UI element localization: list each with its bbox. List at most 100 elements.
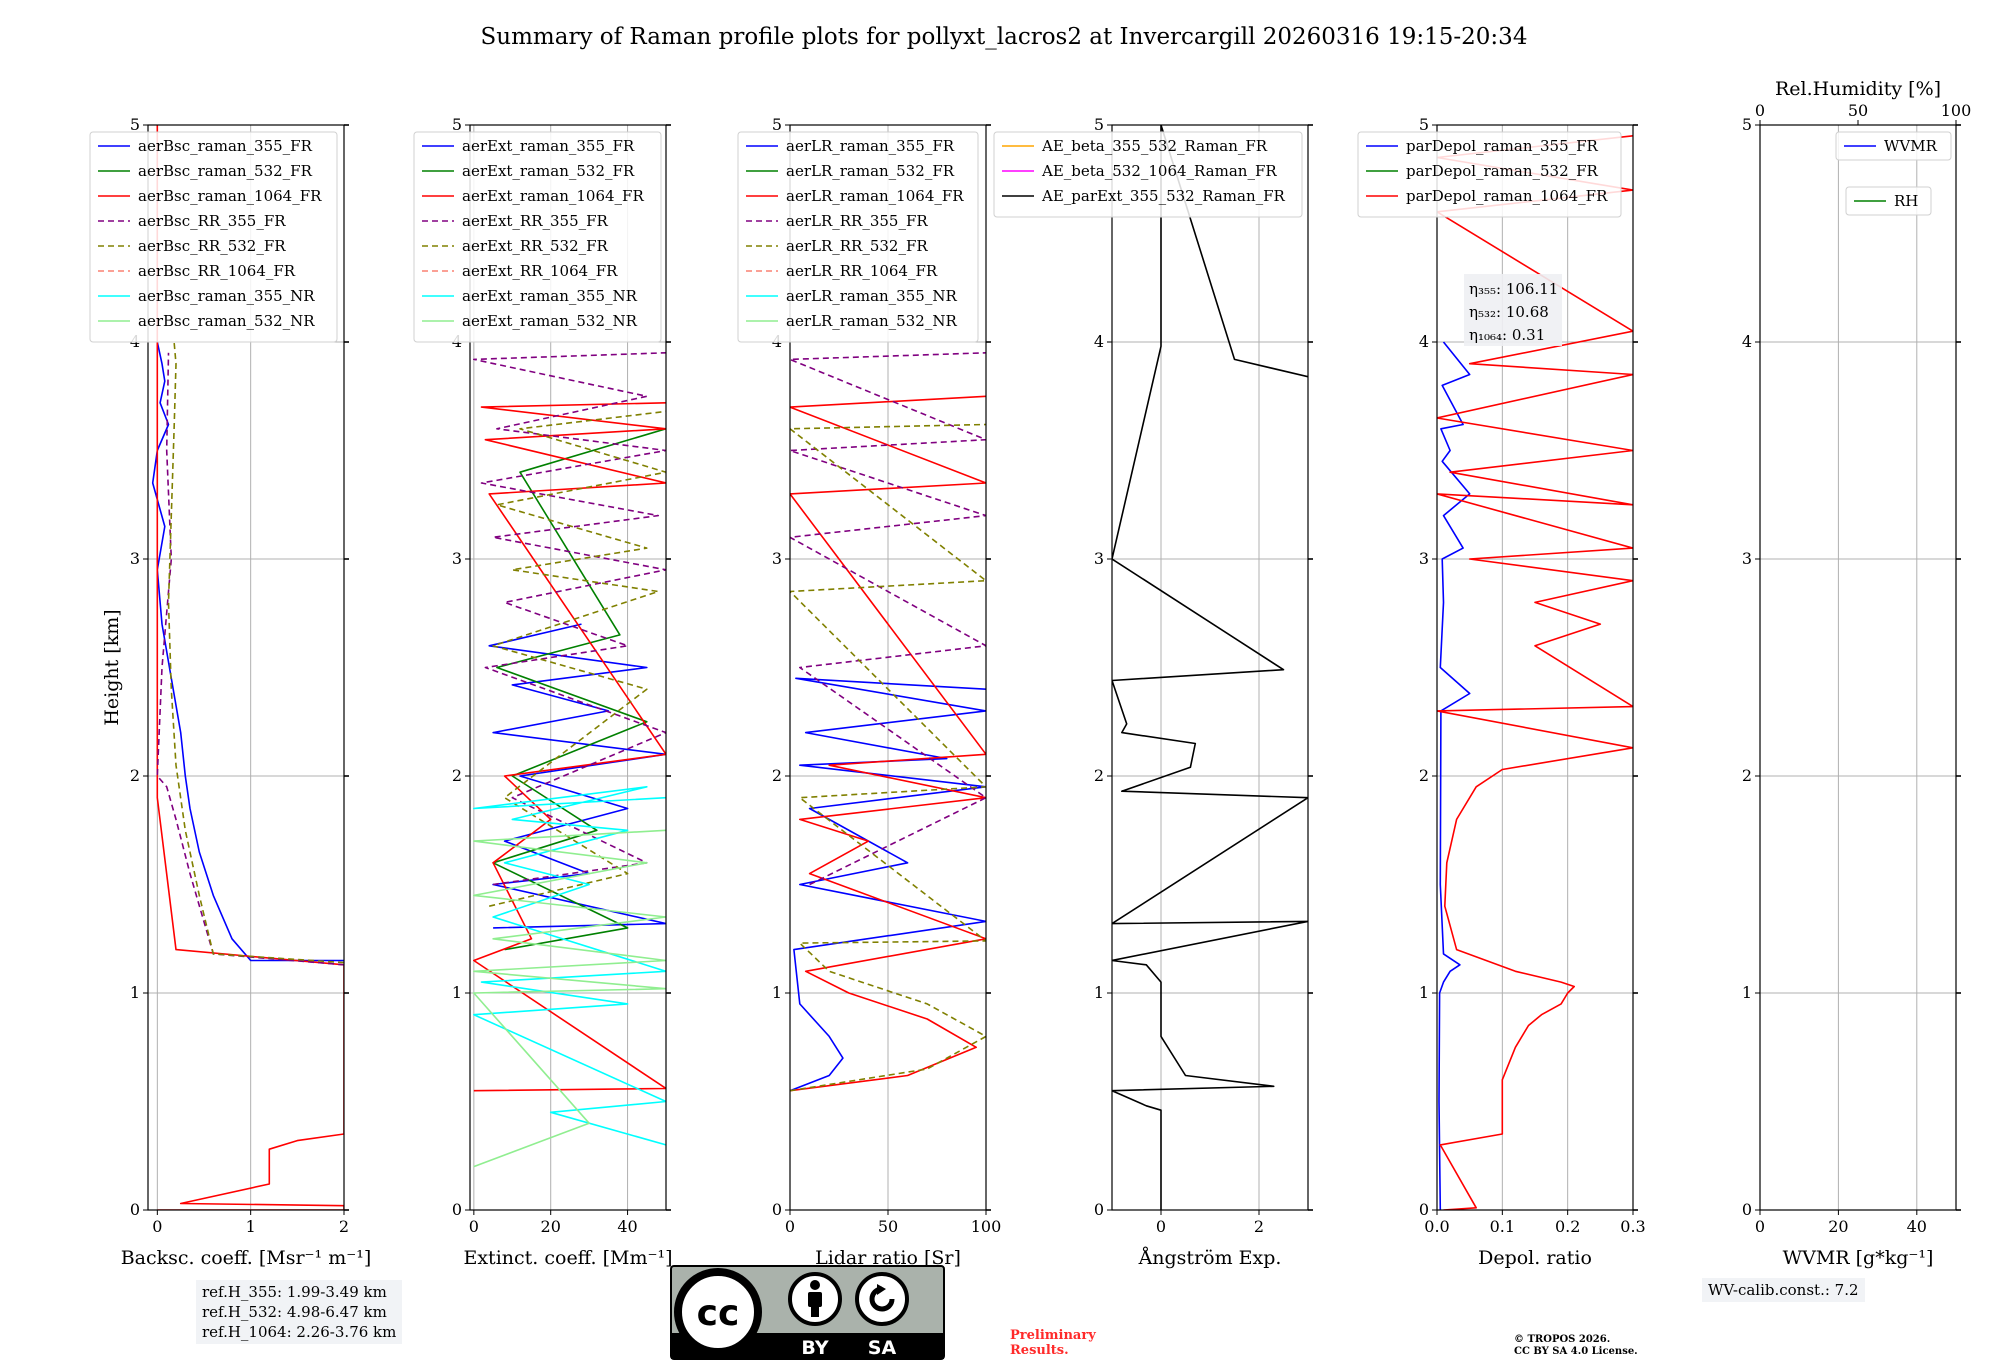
legend-ae: AE_beta_355_532_Raman_FR AE_beta_532_1064… <box>993 131 1303 218</box>
legend-label-bsc-2: aerBsc_raman_1064_FR <box>138 187 322 205</box>
ytick-label-bsc-0: 0 <box>130 1200 140 1219</box>
series-line-ext-4 <box>489 410 666 907</box>
xtick-label-bsc-2: 2 <box>339 1217 349 1236</box>
axes-frame-bsc <box>147 124 345 1211</box>
xtick-label-depol-1: 0.1 <box>1490 1217 1515 1236</box>
legend-label-lr-0: aerLR_raman_355_FR <box>786 137 955 155</box>
panel-lr: 050100012345Lidar ratio [Sr]aerLR_raman_… <box>737 115 1001 1269</box>
panel-bsc: 012012345Backsc. coeff. [Msr⁻¹ m⁻¹]Heigh… <box>89 115 372 1269</box>
ytick-label-lr-5: 5 <box>772 115 782 134</box>
ytick-label-depol-2: 2 <box>1419 766 1429 785</box>
legend-label-ext-6: aerExt_raman_355_NR <box>462 287 638 305</box>
legend-label-ext-5: aerExt_RR_1064_FR <box>462 262 618 280</box>
legend-depol: parDepol_raman_355_FR parDepol_raman_532_… <box>1357 131 1622 218</box>
xtick-label-ext-1: 20 <box>541 1217 561 1236</box>
legend-label-wvmr-0: WVMR <box>1884 137 1938 155</box>
ytick-label-ae-0: 0 <box>1094 1200 1104 1219</box>
ytick-label-lr-0: 0 <box>772 1200 782 1219</box>
series-group-ext <box>472 352 666 1168</box>
panel-depol: 0.0 0.1 0.2 0.3 0 1 2 3 4 5 Depol. ratio parDepol_r… <box>1357 115 1646 1269</box>
series-line-lr-3 <box>790 352 986 886</box>
legend-box-wvmr-1 <box>1845 186 1932 216</box>
legend-label-bsc-1: aerBsc_raman_532_FR <box>138 162 313 180</box>
xtick-label-lr-0: 0 <box>785 1217 795 1236</box>
xtick-label-wvmr-1: 20 <box>1828 1217 1848 1236</box>
legend-box-lr <box>737 131 979 343</box>
legend-label-ae-1: AE_beta_532_1064_Raman_FR <box>1041 162 1277 180</box>
xtick-label-ae-0: 0 <box>1156 1217 1166 1236</box>
ytick-label-lr-1: 1 <box>772 983 782 1002</box>
series-line-ae-2 <box>1112 125 1308 1210</box>
ytick-label-depol-1: 1 <box>1419 983 1429 1002</box>
xtick-label-wvmr-0: 0 <box>1755 1217 1765 1236</box>
xtick-label-depol-3: 0.3 <box>1620 1217 1645 1236</box>
legend-bsc: aerBsc_raman_355_FR aerBsc_raman_532_FRae… <box>89 131 338 343</box>
cc-icon-text: cc <box>697 1293 740 1334</box>
series-line-lr-0 <box>790 677 986 1092</box>
ref-height-532: ref.H_532: 4.98-6.47 km <box>202 1303 387 1321</box>
legend-label-ae-2: AE_parExt_355_532_Raman_FR <box>1041 187 1286 205</box>
legend-label-ext-3: aerExt_RR_355_FR <box>462 212 609 230</box>
panels: 012012345Backsc. coeff. [Msr⁻¹ m⁻¹]Heigh… <box>89 78 1971 1269</box>
legend-label-lr-7: aerLR_raman_532_NR <box>786 312 957 330</box>
ytick-label-ae-2: 2 <box>1094 766 1104 785</box>
ytick-label-lr-3: 3 <box>772 549 782 568</box>
ref-height-1064: ref.H_1064: 2.26-3.76 km <box>202 1323 397 1341</box>
xtick-label-depol-0: 0.0 <box>1424 1217 1449 1236</box>
xtick-label-bsc-0: 0 <box>152 1217 162 1236</box>
ref-heights-box: ref.H_355: 1.99-3.49 km ref.H_532: 4.98-… <box>196 1280 403 1344</box>
legend-label-depol-0: parDepol_raman_355_FR <box>1406 137 1599 155</box>
legend-ext: aerExt_raman_355_FR aerExt_raman_532_FRae… <box>413 131 662 343</box>
legend-label-ae-0: AE_beta_355_532_Raman_FR <box>1041 137 1268 155</box>
copyright-line-2: CC BY SA 4.0 License. <box>1514 1346 1638 1357</box>
xtick-label-lr-1: 50 <box>878 1217 898 1236</box>
cc-icon <box>674 1268 762 1356</box>
legend-box-ext <box>413 131 662 343</box>
ytick-label-lr-2: 2 <box>772 766 782 785</box>
ytick-label-depol-5: 5 <box>1419 115 1429 134</box>
ytick-label-wvmr-4: 4 <box>1742 332 1752 351</box>
xaxis-label-bsc: Backsc. coeff. [Msr⁻¹ m⁻¹] <box>121 1247 372 1269</box>
legend-box-ae <box>993 131 1303 218</box>
yaxis-label-bsc: Height [km] <box>101 609 123 725</box>
legend-label-bsc-0: aerBsc_raman_355_FR <box>138 137 313 155</box>
xaxis-label-ae: Ångström Exp. <box>1138 1247 1282 1269</box>
legend-label-bsc-7: aerBsc_raman_532_NR <box>138 312 315 330</box>
ytick-label-wvmr-5: 5 <box>1742 115 1752 134</box>
legend-label-depol-2: parDepol_raman_1064_FR <box>1406 187 1608 205</box>
series-group-ae <box>1112 125 1308 1210</box>
top-axis-label: Rel.Humidity [%] <box>1775 78 1941 100</box>
legend-label-depol-1: parDepol_raman_532_FR <box>1406 162 1599 180</box>
series-line-bsc-0 <box>151 341 344 962</box>
eta-annotation-1: η₅₃₂: 10.68 <box>1469 303 1549 321</box>
copyright-line-1: © TROPOS 2026. <box>1514 1334 1611 1345</box>
axes-frame-depol <box>1436 124 1634 1211</box>
ytick-label-wvmr-3: 3 <box>1742 549 1752 568</box>
xaxis-label-ext: Extinct. coeff. [Mm⁻¹] <box>463 1247 672 1269</box>
ytick-label-bsc-1: 1 <box>130 983 140 1002</box>
series-group-bsc <box>151 125 344 1210</box>
top-xtick-label-0: 0 <box>1755 101 1765 120</box>
legend-box-depol <box>1357 131 1622 218</box>
legend-wvmr: WVMR RH <box>1835 131 1952 216</box>
wv-calib-box: WV-calib.const.: 7.2 <box>1702 1278 1865 1302</box>
ytick-label-wvmr-2: 2 <box>1742 766 1752 785</box>
series-line-ext-2 <box>472 402 666 1092</box>
preliminary-line-2: Results. <box>1010 1343 1069 1358</box>
eta-annotation-2: η₁₀₆₄: 0.31 <box>1469 326 1545 344</box>
axes-frame-wvmr <box>1759 124 1957 1211</box>
ytick-label-bsc-2: 2 <box>130 766 140 785</box>
legend-label-bsc-3: aerBsc_RR_355_FR <box>138 212 286 230</box>
ytick-label-ae-5: 5 <box>1094 115 1104 134</box>
sa-label: SA <box>868 1337 897 1359</box>
axes-frame-ext <box>469 124 667 1211</box>
ytick-label-ext-3: 3 <box>452 549 462 568</box>
series-line-ext-6 <box>472 785 666 1146</box>
preliminary-note: Preliminary Results. <box>1010 1328 1096 1358</box>
series-line-ext-1 <box>492 428 666 951</box>
series-group-depol <box>1437 135 1633 1210</box>
preliminary-line-1: Preliminary <box>1010 1328 1096 1343</box>
ytick-label-depol-4: 4 <box>1419 332 1429 351</box>
series-line-ext-7 <box>472 829 666 1168</box>
